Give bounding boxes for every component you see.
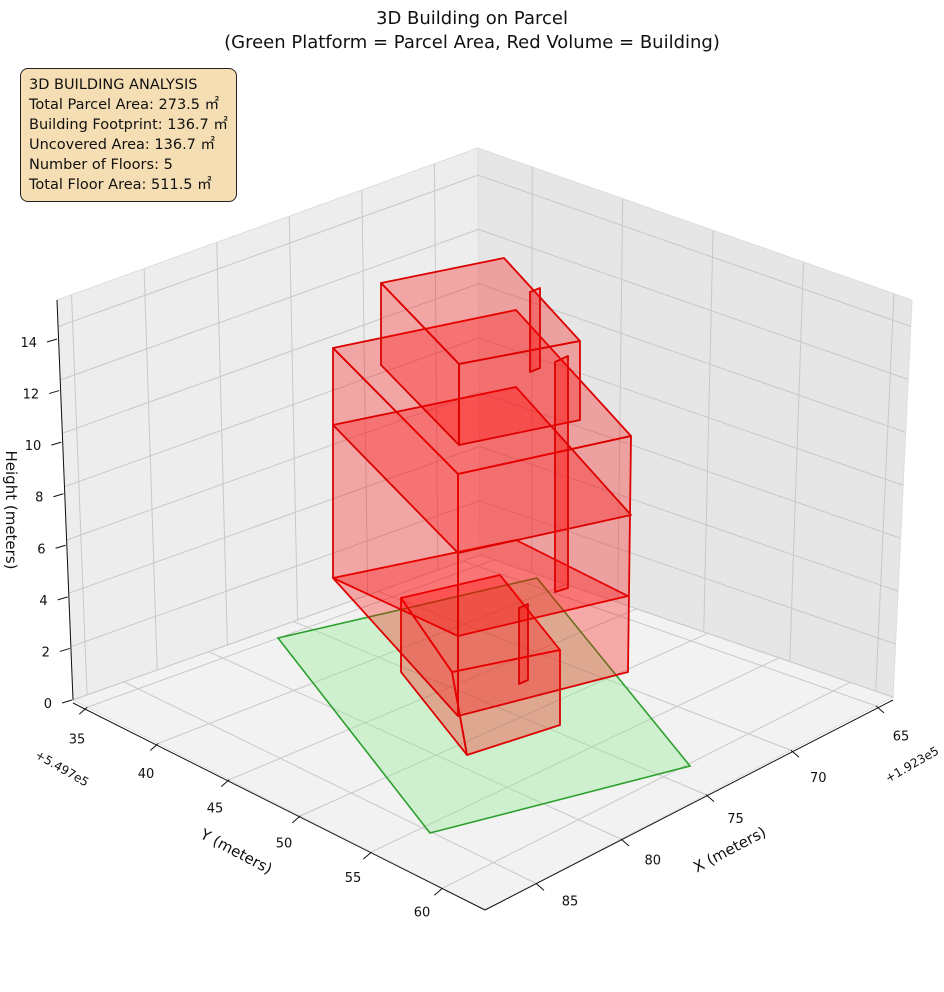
z-tick xyxy=(48,390,60,395)
y-tick-label: 60 xyxy=(414,906,431,921)
grid-line xyxy=(70,500,896,648)
grid-line xyxy=(143,268,158,671)
z-tick xyxy=(53,493,64,498)
grid-line xyxy=(531,166,533,573)
z-tick xyxy=(51,441,62,446)
x-tick xyxy=(535,882,545,891)
y-tick-label: 50 xyxy=(276,836,293,851)
info-line: Total Parcel Area: 273.5 ㎡ xyxy=(29,97,220,113)
grid-line xyxy=(789,261,804,662)
grid-line xyxy=(371,657,780,853)
building-face xyxy=(332,386,632,554)
grid-line xyxy=(66,391,901,541)
z-tick xyxy=(55,544,66,549)
x-tick-label: 80 xyxy=(644,853,661,868)
grid-line xyxy=(442,681,851,889)
z-tick xyxy=(57,596,68,601)
grid-line xyxy=(462,560,877,707)
y-axis-line xyxy=(72,702,486,911)
grid-line xyxy=(68,445,899,594)
grid-line xyxy=(87,559,495,708)
grid-line xyxy=(293,620,707,796)
building-face xyxy=(554,355,569,593)
x-tick xyxy=(705,794,715,803)
building-face xyxy=(518,603,529,685)
grid-line xyxy=(71,294,88,696)
z-tick xyxy=(46,338,58,343)
x-tick xyxy=(620,838,630,847)
y-tick xyxy=(434,887,443,896)
y-tick-label: 40 xyxy=(138,767,155,782)
z-tick-label: 4 xyxy=(39,594,47,609)
z-tick-label: 10 xyxy=(25,439,42,454)
grid-line xyxy=(57,174,911,328)
grid-line xyxy=(433,163,439,571)
x-tick-label: 65 xyxy=(893,730,910,745)
z-axis-line xyxy=(56,299,74,701)
z-tick-label: 6 xyxy=(37,542,45,557)
info-line: Building Footprint: 136.7 ㎡ xyxy=(29,117,228,133)
y-tick-label: 35 xyxy=(69,733,86,748)
grid-line xyxy=(875,293,895,692)
x-tick-label: 70 xyxy=(810,771,827,786)
grid-line xyxy=(208,651,622,840)
x-offset-label: +1.923e5 xyxy=(883,744,941,786)
y-axis-label: Y (meters) xyxy=(197,825,276,878)
info-heading: 3D BUILDING ANALYSIS xyxy=(29,77,198,93)
y-tick-label: 45 xyxy=(207,802,224,817)
y-tick xyxy=(291,815,301,824)
building-face xyxy=(529,287,541,373)
x-tick xyxy=(790,749,800,758)
grid-line xyxy=(158,583,566,744)
z-tick-label: 8 xyxy=(35,491,43,506)
x-axis-label: X (meters) xyxy=(690,823,769,876)
grid-line xyxy=(361,189,369,596)
z-tick-label: 14 xyxy=(20,336,37,351)
z-axis-label: Height (meters) xyxy=(2,451,20,570)
grid-line xyxy=(123,681,537,884)
grid-line xyxy=(60,228,909,381)
z-tick-label: 0 xyxy=(44,697,52,712)
z-tick xyxy=(61,699,73,704)
grid-line xyxy=(216,242,228,646)
grid-line xyxy=(378,590,792,751)
y-tick-label: 55 xyxy=(345,871,362,886)
info-line: Number of Floors: 5 xyxy=(29,157,173,173)
grid-line xyxy=(703,230,714,632)
x-tick-label: 75 xyxy=(727,812,744,827)
grid-line xyxy=(62,283,906,434)
z-tick-label: 12 xyxy=(23,388,40,403)
y-offset-label: +5.497e5 xyxy=(33,748,91,790)
info-line: Uncovered Area: 136.7 ㎡ xyxy=(29,137,216,153)
grid-line xyxy=(300,632,709,817)
grid-line xyxy=(617,198,624,603)
y-tick xyxy=(78,706,88,715)
chart-title: 3D Building on Parcel xyxy=(376,8,568,29)
y-tick xyxy=(220,779,230,788)
y-tick xyxy=(363,851,372,860)
analysis-info-box: 3D BUILDING ANALYSIS Total Parcel Area: … xyxy=(20,68,237,202)
grid-line xyxy=(288,216,299,621)
grid-line xyxy=(64,337,904,488)
z-tick xyxy=(59,647,71,652)
grid-line xyxy=(229,608,637,781)
building-face xyxy=(451,649,561,756)
x-axis-line xyxy=(484,699,894,911)
x-tick-label: 85 xyxy=(562,895,579,910)
info-line: Total Floor Area: 511.5 ㎡ xyxy=(29,177,212,193)
y-tick xyxy=(149,743,159,751)
z-tick-label: 2 xyxy=(42,645,50,660)
parcel-platform xyxy=(276,577,692,834)
chart-subtitle: (Green Platform = Parcel Area, Red Volum… xyxy=(224,32,720,53)
grid-line xyxy=(72,554,894,701)
x-tick xyxy=(875,705,885,714)
